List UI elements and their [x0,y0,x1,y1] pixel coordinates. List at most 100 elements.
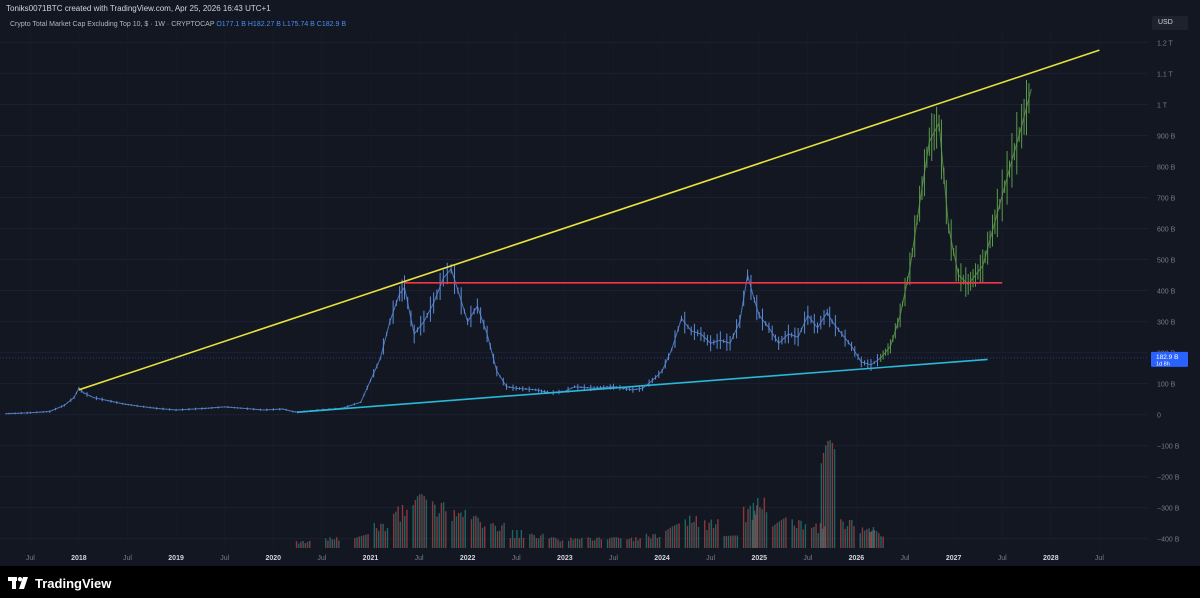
chart-canvas[interactable]: 1.2 T 1.1 T 1 T 900 B 800 B 700 B 600 B 500 B 40… [0,0,1200,566]
volume-bar [821,528,824,548]
volume-bar [431,501,434,548]
volume-bar [537,538,540,548]
volume-bar [425,499,428,548]
volume-bar [552,537,555,548]
volume-bar [710,519,713,548]
volume-bar [574,538,576,548]
tradingview-logo[interactable]: TradingView [8,575,111,591]
volume-bar [611,537,613,548]
volume-bar [831,442,834,548]
volume-bar [472,516,475,548]
volume-bar [632,541,635,548]
volume-bar [846,526,849,548]
volume-bar [453,510,455,548]
volume-bar [723,535,725,548]
volume-bar [416,496,419,548]
price-axis-label: −100 B [1157,444,1180,451]
volume-bar [747,509,749,548]
volume-bar [833,449,836,548]
time-axis-label: 2021 [363,555,379,562]
volume-bar [671,526,674,548]
time-axis-label: 2023 [557,555,573,562]
volume-bar [851,520,853,548]
volume-bar [815,523,817,548]
volume-bar [853,526,855,548]
volume-bar [829,440,831,548]
volume-bar [397,506,399,548]
volume-bar [384,531,386,548]
volume-bar [708,522,710,548]
volume-bar [752,502,755,548]
lower-support-trendline [297,358,988,413]
volume-bar [609,538,611,548]
volume-bar [360,535,363,548]
volume-bar [686,525,689,548]
price-projection-line [880,88,1032,359]
volume-bar [658,536,661,548]
volume-bar [732,535,734,548]
symbol-legend[interactable]: Crypto Total Market Cap Excluding Top 10… [10,21,346,28]
price-axis-label: 600 B [1157,227,1176,234]
volume-bar [395,511,397,548]
volume-bar [617,537,620,548]
volume-bar [436,516,438,548]
volume-bar [358,536,360,548]
volume-bar [470,519,473,548]
volume-bar [882,536,884,548]
volume-bar [589,537,592,548]
volume-bar [759,507,761,548]
footer-bar: TradingView [0,566,1200,598]
volume-bar [736,535,739,548]
volume-bar [514,537,516,548]
ohlc-open: O177.1 B [216,21,246,28]
volume-bar [825,445,827,548]
volume-bar [861,527,864,548]
volume-bar [820,463,823,548]
volume-bar [509,538,512,548]
volume-bar [793,525,796,548]
volume-bar [309,540,311,548]
symbol-title[interactable]: Crypto Total Market Cap Excluding Top 10… [10,21,215,28]
volume-bar [572,539,574,548]
volume-bar [490,523,492,548]
upper-trendline [78,49,1100,391]
volume-bar [423,496,425,548]
volume-bar [859,533,861,548]
volume-bar [637,540,639,548]
volume-bar [819,523,822,548]
volume-bar [791,519,793,548]
volume-bar [656,537,659,548]
volume-bar [639,538,641,548]
volume-bar [373,522,375,548]
price-axis-label: 900 B [1157,133,1176,140]
volume-bar [804,524,807,548]
volume-bar [673,525,676,548]
volume-bar [550,537,553,548]
volume-bar [324,538,327,548]
time-axis-label: 2019 [168,555,184,562]
volume-bar [848,520,851,548]
time-axis-label: Jul [998,555,1007,562]
volume-bar [873,530,876,548]
volume-bar [338,540,340,548]
volume-bar [462,516,464,548]
time-axis-label: Jul [706,555,715,562]
time-axis-label: Jul [901,555,910,562]
volume-bar [331,539,333,548]
currency-button[interactable]: USD [1152,16,1188,30]
volume-bar [613,537,615,548]
volume-bar [878,533,880,548]
volume-bar [548,538,550,548]
price-history-line [5,267,882,415]
volume-bar [706,529,708,548]
volume-bar [440,502,443,548]
volume-bar [628,538,630,548]
volume-bar [492,522,494,548]
volume-bar [757,497,759,548]
volume-bar [712,527,715,548]
volume-bar [581,537,583,548]
volume-bar [774,524,776,548]
chart-area[interactable]: 1.2 T 1.1 T 1 T 900 B 800 B 700 B 600 B 500 B 40… [0,0,1200,566]
volume-bar [630,537,633,548]
